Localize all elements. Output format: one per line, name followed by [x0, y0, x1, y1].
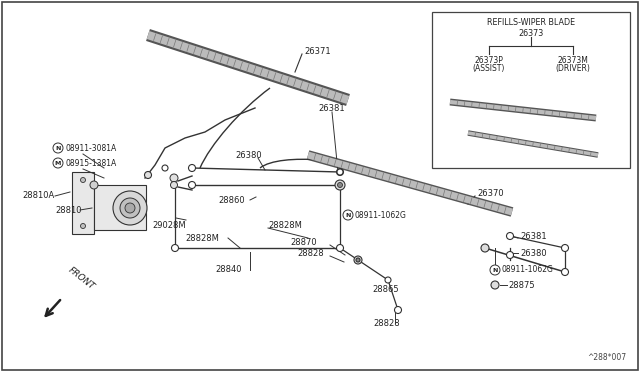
Circle shape — [356, 258, 360, 262]
Text: 28810A: 28810A — [22, 190, 54, 199]
Circle shape — [189, 164, 195, 171]
Text: REFILLS-WIPER BLADE: REFILLS-WIPER BLADE — [487, 17, 575, 26]
Circle shape — [170, 174, 178, 182]
Text: 28870: 28870 — [290, 237, 317, 247]
Circle shape — [90, 181, 98, 189]
Text: 28865: 28865 — [372, 285, 399, 295]
Circle shape — [354, 256, 362, 264]
Text: ^288*007: ^288*007 — [587, 353, 626, 362]
Text: 08911-1062G: 08911-1062G — [502, 266, 554, 275]
Text: 28860: 28860 — [218, 196, 244, 205]
Circle shape — [481, 244, 489, 252]
Circle shape — [170, 182, 177, 189]
Circle shape — [337, 183, 342, 187]
Circle shape — [561, 244, 568, 251]
Circle shape — [113, 191, 147, 225]
Circle shape — [337, 169, 343, 175]
Circle shape — [53, 143, 63, 153]
Text: 08911-3081A: 08911-3081A — [65, 144, 116, 153]
Circle shape — [81, 224, 86, 228]
Text: M: M — [55, 160, 61, 166]
Circle shape — [385, 277, 391, 283]
Text: N: N — [55, 145, 61, 151]
Circle shape — [490, 265, 500, 275]
Bar — [72, 172, 94, 234]
Text: 28828M: 28828M — [185, 234, 219, 243]
Text: 29028M: 29028M — [152, 221, 186, 230]
Circle shape — [145, 171, 152, 179]
Text: N: N — [492, 267, 498, 273]
Circle shape — [335, 180, 345, 190]
Text: 26381: 26381 — [520, 231, 547, 241]
Circle shape — [120, 198, 140, 218]
Text: 26370: 26370 — [477, 189, 504, 198]
Text: 26380: 26380 — [520, 248, 547, 257]
Circle shape — [491, 281, 499, 289]
Text: 28828M: 28828M — [268, 221, 302, 230]
Text: N: N — [346, 212, 351, 218]
Text: (ASSIST): (ASSIST) — [473, 64, 505, 73]
Text: 28810: 28810 — [55, 205, 81, 215]
Text: FRONT: FRONT — [67, 266, 97, 292]
Text: 28828: 28828 — [373, 318, 399, 327]
Circle shape — [506, 251, 513, 259]
Circle shape — [172, 244, 179, 251]
Circle shape — [394, 307, 401, 314]
Text: 26380: 26380 — [235, 151, 262, 160]
Circle shape — [81, 177, 86, 183]
Text: 28875: 28875 — [508, 280, 534, 289]
Bar — [94, 185, 146, 230]
Circle shape — [337, 244, 344, 251]
Circle shape — [125, 203, 135, 213]
Text: 26373: 26373 — [518, 29, 543, 38]
Text: 26373P: 26373P — [475, 55, 504, 64]
Text: 28828: 28828 — [297, 248, 324, 257]
Circle shape — [343, 210, 353, 220]
Circle shape — [53, 158, 63, 168]
Circle shape — [189, 182, 195, 189]
Circle shape — [506, 232, 513, 240]
Text: (DRIVER): (DRIVER) — [556, 64, 591, 73]
Text: 28840: 28840 — [215, 266, 241, 275]
Circle shape — [561, 269, 568, 276]
Circle shape — [337, 169, 344, 176]
Text: 08915-1381A: 08915-1381A — [65, 158, 116, 167]
Circle shape — [162, 165, 168, 171]
Bar — [432, 12, 630, 168]
Text: 08911-1062G: 08911-1062G — [355, 211, 407, 219]
Text: 26371: 26371 — [304, 46, 331, 55]
Text: 26381: 26381 — [318, 103, 344, 112]
Text: 26373M: 26373M — [557, 55, 588, 64]
